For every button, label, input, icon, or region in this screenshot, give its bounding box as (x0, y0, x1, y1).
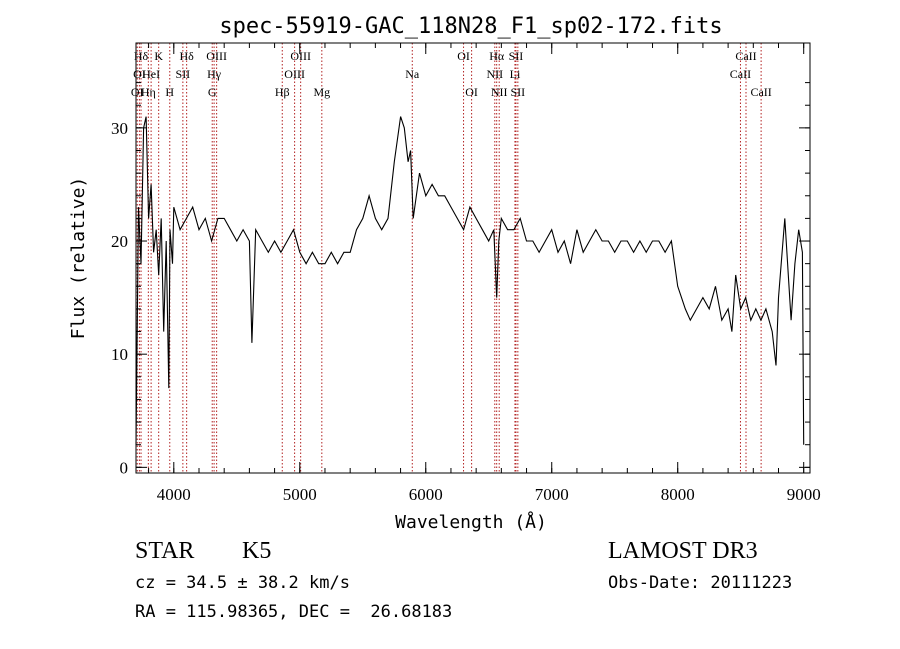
x-axis-ticks: 4000 5000 6000 7000 8000 9000 (148, 43, 821, 504)
x-tick-label: 4000 (157, 485, 191, 504)
line-label: OI (133, 67, 146, 81)
line-label: Hδ (134, 49, 149, 63)
x-tick-label: 6000 (409, 485, 443, 504)
y-tick-label: 20 (111, 232, 128, 251)
line-label: SII (509, 49, 524, 63)
x-tick-label: 7000 (535, 485, 569, 504)
x-tick-label: 8000 (661, 485, 695, 504)
spectrum-trace (135, 116, 805, 445)
line-label: CaII (730, 67, 751, 81)
line-label: OIII (290, 49, 311, 63)
y-tick-label: 0 (120, 458, 129, 477)
line-label: Na (405, 67, 420, 81)
line-label: SII (511, 85, 526, 99)
survey-name: LAMOST DR3 (608, 538, 758, 564)
line-label: CaII (735, 49, 756, 63)
line-label: Hγ (207, 67, 222, 81)
line-label: OI (465, 85, 478, 99)
line-label: Hη (141, 85, 156, 99)
line-label: OI (457, 49, 470, 63)
y-tick-label: 30 (111, 119, 128, 138)
line-label: OIII (206, 49, 227, 63)
line-label: OIII (284, 67, 305, 81)
x-tick-label: 9000 (787, 485, 821, 504)
line-label: Li (510, 67, 521, 81)
x-tick-label: 5000 (283, 485, 317, 504)
plot-frame (135, 42, 811, 474)
x-axis-label: Wavelength (Å) (395, 511, 547, 533)
y-axis-label: Flux (relative) (68, 177, 89, 340)
line-label: OI (131, 85, 144, 99)
line-label: Hδ (179, 49, 194, 63)
line-label: Hα (489, 49, 505, 63)
line-label: Hβ (275, 85, 290, 99)
coordinates-text: RA = 115.98365, DEC = 26.68183 (135, 602, 453, 622)
observation-date: Obs-Date: 20111223 (608, 573, 793, 593)
line-label: SII (176, 67, 191, 81)
line-label: G (208, 85, 217, 99)
object-class: STAR (135, 538, 195, 564)
line-label: K (154, 49, 163, 63)
object-subclass: K5 (242, 538, 272, 564)
y-axis-ticks: 0 10 20 30 (111, 82, 810, 477)
line-label: Mg (313, 85, 330, 99)
line-label: H (165, 85, 174, 99)
y-tick-label: 10 (111, 345, 128, 364)
chart-title: spec-55919-GAC_118N28_F1_sp02-172.fits (219, 14, 722, 39)
redshift-text: cz = 34.5 ± 38.2 km/s (135, 573, 350, 593)
line-label: NII (491, 85, 508, 99)
line-label: CaII (750, 85, 771, 99)
line-label: NII (486, 67, 503, 81)
line-label: HeI (142, 67, 160, 81)
spectral-line-markers (136, 43, 762, 473)
